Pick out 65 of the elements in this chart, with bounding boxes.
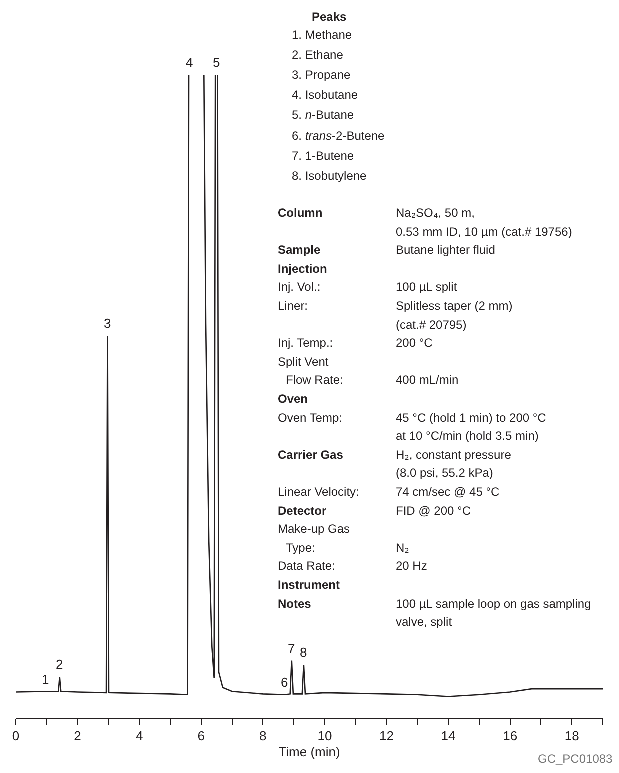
annotation: 0.53 mm ID, 10 µm (cat.# 19756) [396,225,572,239]
x-axis-title: Time (min) [278,744,340,760]
annotation: Flow Rate: [286,373,344,387]
text: 2. Ethane [292,48,344,62]
annotation: valve, split [396,615,453,629]
annotation: Oven Temp: [278,411,342,425]
x-tick-label: 10 [318,728,332,744]
annotation: Injection [278,262,328,276]
x-tick-label: 0 [12,728,20,744]
annotation: 7. 1-Butene [292,149,354,163]
annotation: Detector [278,504,328,518]
annotation: 5. n-Butane [292,108,354,122]
annotation: 2 [56,657,64,672]
annotation: 4. Isobutane [292,88,358,102]
annotation: Oven [278,392,308,406]
x-tick-label: 8 [260,728,267,744]
annotation: H₂, constant pressure [396,448,512,462]
annotation: 4 [186,55,194,70]
annotation: 45 °C (hold 1 min) to 200 °C [396,411,547,425]
annotation: Linear Velocity: [278,485,360,499]
x-tick-label: 16 [503,728,518,744]
annotation: Splitless taper (2 mm) [396,299,513,313]
annotation: 5 [213,55,220,70]
annotation: 200 °C [396,336,434,350]
annotation: (8.0 psi, 55.2 kPa) [396,466,494,480]
annotation: Inj. Temp.: [278,336,334,350]
annotation: Na₂SO₄, 50 m, [396,206,475,220]
text: Peaks [312,10,348,24]
x-tick-label: 4 [136,728,144,744]
annotation: Split Vent [278,355,330,369]
annotation: 6. trans-2-Butene [292,129,386,143]
annotation: (cat.# 20795) [396,318,467,332]
annotation: Liner: [278,299,308,313]
annotation: Instrument [278,578,340,592]
annotation: 400 mL/min [396,373,459,387]
annotation: 6 [281,675,288,690]
annotation: 20 Hz [396,559,428,573]
annotation: Sample [278,243,322,257]
x-tick-label: 6 [198,728,205,744]
annotation: 8 [300,645,308,660]
x-tick-label: 14 [441,728,456,744]
annotation: 1 [42,672,50,687]
annotation: Type: [286,541,316,555]
x-tick-label: 18 [564,728,580,744]
annotation: 8. Isobutylene [292,169,368,183]
annotation: N₂ [396,541,410,555]
annotation: 3 [104,316,112,331]
text: 1. Methane [292,28,352,42]
annotation: 74 cm/sec @ 45 °C [396,485,500,499]
annotation: Data Rate: [278,559,336,573]
annotation: Notes [278,597,312,611]
annotation: 100 µL split [396,280,458,294]
x-tick-label: 12 [380,728,394,744]
annotation: Column [278,206,323,220]
annotation: FID @ 200 °C [396,504,472,518]
annotation: Make-up Gas [278,522,350,536]
annotation: 7 [288,641,296,656]
annotation: at 10 °C/min (hold 3.5 min) [396,429,539,443]
annotation: Inj. Vol.: [278,280,321,294]
x-tick-label: 2 [74,728,82,744]
annotation: 100 µL sample loop on gas sampling [396,597,592,611]
annotation: 3. Propane [292,68,352,82]
annotation: Butane lighter fluid [396,243,496,257]
text: GC_PC01083 [538,752,614,766]
annotation: Carrier Gas [278,448,344,462]
